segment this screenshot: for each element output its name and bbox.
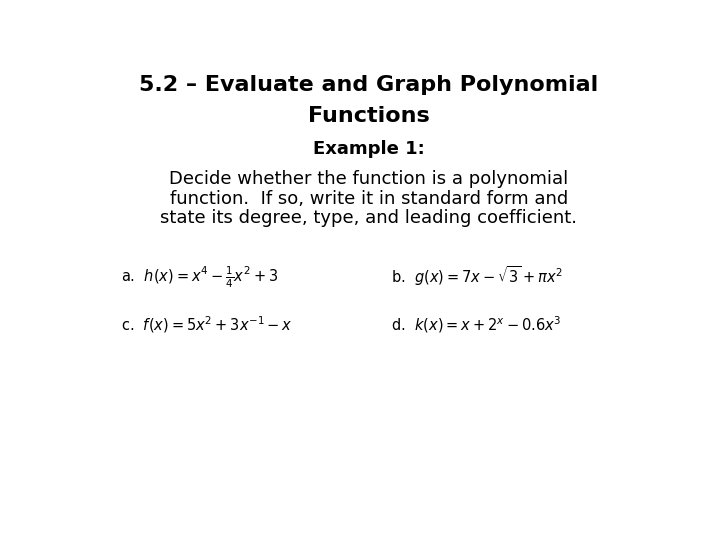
Text: 5.2 – Evaluate and Graph Polynomial: 5.2 – Evaluate and Graph Polynomial	[140, 75, 598, 95]
Text: c.  $f(x) = 5x^2 + 3x^{-1} - x$: c. $f(x) = 5x^2 + 3x^{-1} - x$	[121, 314, 292, 335]
Text: Decide whether the function is a polynomial: Decide whether the function is a polynom…	[169, 170, 569, 187]
Text: a.  $h(x) = x^4 - \frac{1}{4}x^2 + 3$: a. $h(x) = x^4 - \frac{1}{4}x^2 + 3$	[121, 265, 278, 290]
Text: b.  $g(x) = 7x - \sqrt{3} + \pi x^2$: b. $g(x) = 7x - \sqrt{3} + \pi x^2$	[392, 265, 563, 288]
Text: d.  $k(x) = x + 2^x - 0.6x^3$: d. $k(x) = x + 2^x - 0.6x^3$	[392, 314, 562, 335]
Text: state its degree, type, and leading coefficient.: state its degree, type, and leading coef…	[161, 210, 577, 227]
Text: function.  If so, write it in standard form and: function. If so, write it in standard fo…	[170, 190, 568, 207]
Text: Example 1:: Example 1:	[313, 140, 425, 158]
Text: Functions: Functions	[308, 106, 430, 126]
